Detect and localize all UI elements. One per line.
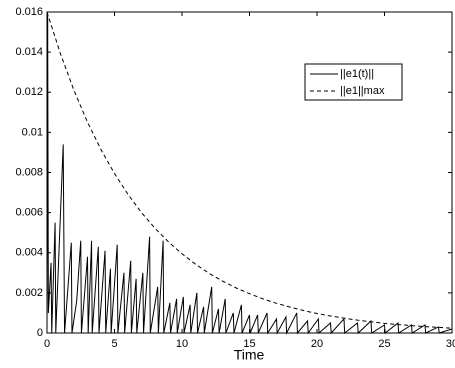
x-axis-label: Time: [234, 347, 265, 363]
plot-frame: [46, 11, 453, 334]
y-tick-label: 0.004: [15, 247, 43, 259]
series-line: [46, 16, 453, 335]
series-line: [46, 11, 453, 329]
x-tick-label: 5: [111, 338, 117, 350]
y-tick-label: 0.01: [22, 126, 43, 138]
x-tick-label: 10: [176, 338, 188, 350]
y-tick-label: 0.006: [15, 207, 43, 219]
y-tick-label: 0: [37, 327, 43, 339]
y-tick-label: 0.012: [15, 86, 43, 98]
x-tick-label: 30: [446, 338, 455, 350]
y-tick-label: 0.002: [15, 287, 43, 299]
x-tick-label: 25: [378, 338, 390, 350]
y-tick-label: 0.016: [15, 6, 43, 18]
y-tick-label: 0.014: [15, 46, 43, 58]
legend-label: ||e1||max: [340, 85, 385, 97]
y-tick-label: 0.008: [15, 166, 43, 178]
x-tick-label: 15: [243, 338, 255, 350]
legend-box: [304, 63, 403, 101]
legend-label: ||e1(t)||: [340, 68, 374, 80]
x-tick-label: 20: [311, 338, 323, 350]
x-tick-label: 0: [44, 338, 50, 350]
